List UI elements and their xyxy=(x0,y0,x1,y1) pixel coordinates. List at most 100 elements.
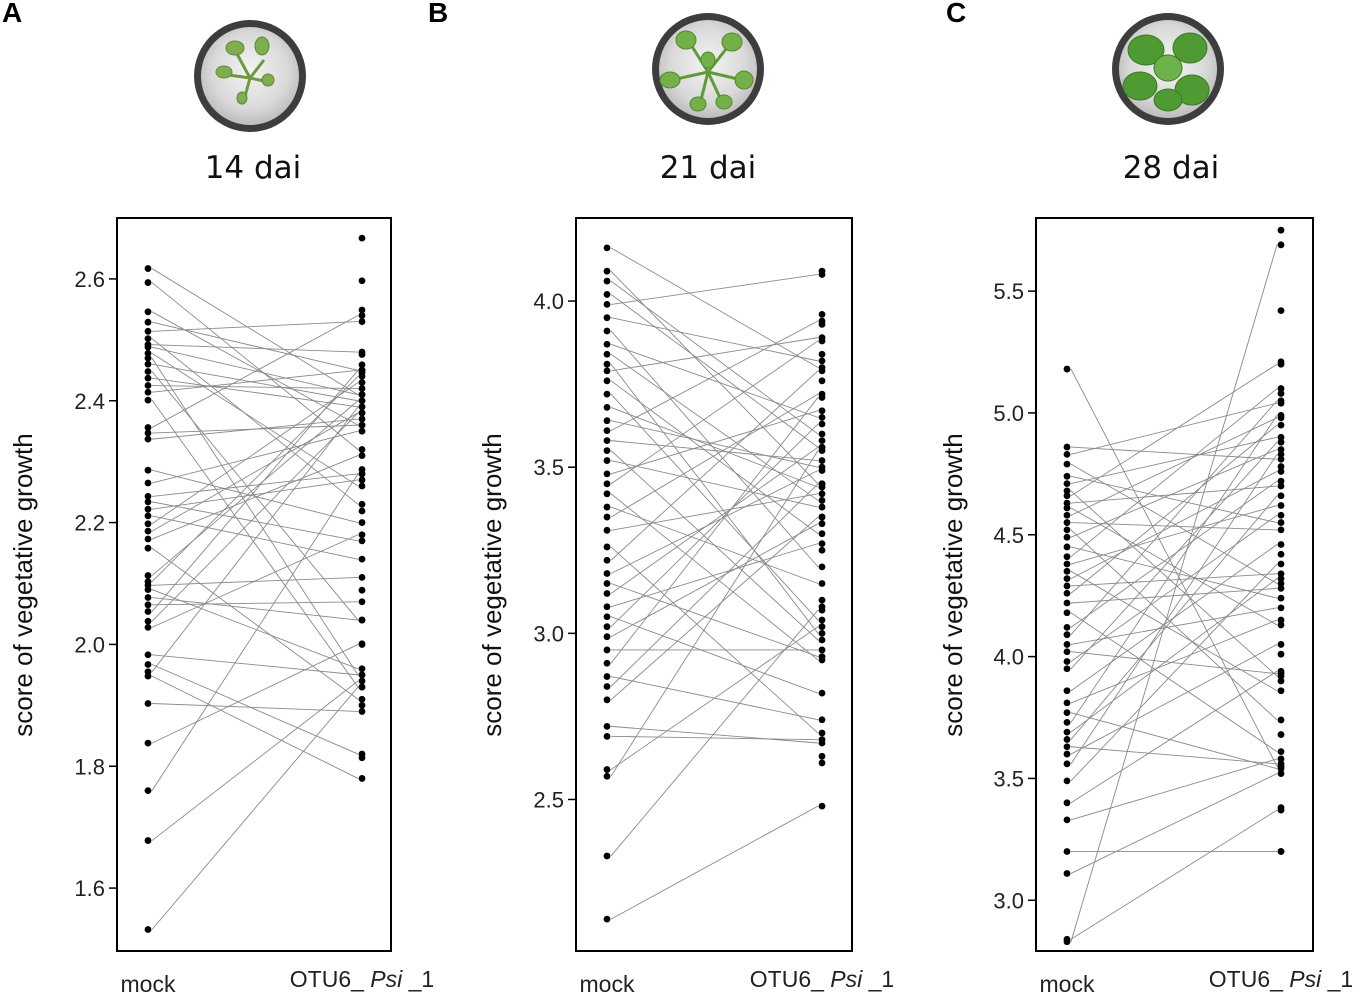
point-otu6 xyxy=(1277,411,1285,419)
y-tick-label: 2.6 xyxy=(74,267,105,292)
point-otu6 xyxy=(358,677,366,685)
point-mock xyxy=(1063,553,1071,561)
y-tick-label: 4.0 xyxy=(993,645,1024,670)
pair-line xyxy=(151,344,359,353)
point-mock xyxy=(1063,760,1071,768)
pair-line xyxy=(610,523,819,638)
point-otu6 xyxy=(358,318,366,325)
point-mock xyxy=(603,503,611,511)
pair-line xyxy=(151,686,359,930)
point-mock xyxy=(144,594,152,601)
point-otu6 xyxy=(818,759,826,767)
point-mock xyxy=(144,498,152,506)
pair-line xyxy=(151,338,359,505)
point-mock xyxy=(603,696,611,704)
y-tick-label: 5.0 xyxy=(993,401,1024,426)
point-mock xyxy=(1063,504,1071,512)
category-label-otu6-italic-b: Psi xyxy=(830,966,863,992)
pair-line xyxy=(151,430,359,484)
pair-line xyxy=(151,515,359,560)
panel-b: B 21 dai score of vegetative gro xyxy=(428,0,894,996)
point-otu6 xyxy=(358,500,366,508)
point-mock xyxy=(1063,487,1071,495)
pair-line xyxy=(610,583,819,658)
category-label-mock-b: mock xyxy=(580,971,635,996)
pair-lines-a xyxy=(151,268,359,930)
point-otu6 xyxy=(818,377,826,385)
pair-line xyxy=(1070,578,1278,733)
point-otu6 xyxy=(1277,446,1285,453)
point-mock xyxy=(144,739,152,747)
point-otu6 xyxy=(1277,804,1285,812)
point-mock xyxy=(603,852,611,860)
pair-line xyxy=(151,400,359,576)
point-otu6 xyxy=(1277,550,1285,558)
point-otu6 xyxy=(1277,358,1285,366)
point-mock xyxy=(1063,365,1071,373)
y-tick-label: 2.4 xyxy=(74,389,105,414)
point-otu6 xyxy=(818,636,826,644)
pair-line xyxy=(151,321,359,332)
pair-line xyxy=(1070,758,1278,821)
point-otu6 xyxy=(358,616,366,624)
point-mock xyxy=(1063,736,1071,743)
point-mock xyxy=(144,343,152,351)
point-otu6 xyxy=(358,403,366,411)
point-otu6 xyxy=(1277,241,1285,249)
point-otu6 xyxy=(818,413,826,421)
point-otu6 xyxy=(1277,438,1285,446)
pair-line xyxy=(1070,507,1278,626)
point-mock xyxy=(1063,938,1071,946)
pair-line xyxy=(1070,546,1278,599)
pair-line xyxy=(610,420,819,468)
point-otu6 xyxy=(358,683,366,691)
point-otu6 xyxy=(1277,641,1285,648)
point-otu6 xyxy=(358,312,366,319)
point-mock xyxy=(1063,599,1071,607)
panel-a: A 14 dai score of vegetative growth 1.61… xyxy=(2,0,434,996)
point-otu6 xyxy=(818,520,826,528)
point-otu6 xyxy=(818,430,826,438)
point-mock xyxy=(144,396,152,404)
point-mock xyxy=(603,480,611,488)
point-mock xyxy=(1063,665,1071,673)
pair-line xyxy=(1070,514,1278,662)
point-mock xyxy=(603,291,611,298)
pair-line xyxy=(1070,505,1278,565)
pair-line xyxy=(1070,563,1278,782)
point-otu6 xyxy=(818,420,826,428)
point-otu6 xyxy=(818,716,826,724)
plate-photo-28-dai xyxy=(1112,13,1224,125)
pair-line xyxy=(1070,471,1278,580)
point-otu6 xyxy=(818,729,826,737)
point-otu6 xyxy=(1277,433,1285,441)
point-otu6 xyxy=(818,367,826,375)
pair-line xyxy=(1070,670,1278,804)
point-mock xyxy=(144,520,152,528)
pair-line xyxy=(151,473,359,497)
y-tick-label: 2.2 xyxy=(74,511,105,536)
point-otu6 xyxy=(818,503,826,511)
point-otu6 xyxy=(1277,390,1285,397)
pair-line xyxy=(610,393,819,621)
y-tick-label: 2.5 xyxy=(533,787,564,812)
point-mock xyxy=(144,623,152,631)
point-mock xyxy=(1063,567,1071,575)
point-otu6 xyxy=(358,397,366,405)
point-otu6 xyxy=(358,555,366,563)
point-otu6 xyxy=(358,665,366,673)
point-otu6 xyxy=(358,708,366,715)
pair-line xyxy=(151,382,359,525)
point-otu6 xyxy=(818,689,826,697)
point-mock xyxy=(1063,699,1071,707)
y-tick-label: 2.0 xyxy=(74,632,105,657)
point-otu6 xyxy=(1277,748,1285,756)
pair-line xyxy=(1070,651,1278,675)
point-mock xyxy=(144,354,152,362)
pair-line xyxy=(1070,454,1278,765)
category-label-otu6-italic-a: Psi xyxy=(370,966,403,992)
point-otu6 xyxy=(818,802,826,810)
point-otu6 xyxy=(1277,511,1285,519)
y-axis-label-b: score of vegetative growth xyxy=(477,433,507,737)
